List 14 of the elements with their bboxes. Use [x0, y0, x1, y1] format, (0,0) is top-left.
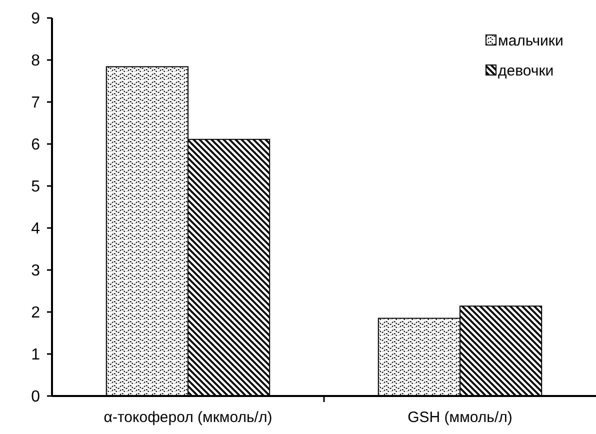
x-tick-label: α-токоферол (мкмоль/л)	[104, 409, 272, 426]
y-tick-label: 0	[31, 388, 40, 406]
y-tick-label: 8	[31, 52, 40, 70]
y-tick-label: 2	[31, 304, 40, 322]
y-tick-label: 5	[31, 178, 40, 196]
y-tick-label: 6	[31, 136, 40, 154]
legend-label: девочки	[498, 62, 554, 80]
y-tick-label: 9	[31, 10, 40, 28]
y-tick-label: 4	[31, 220, 40, 238]
y-tick-label: 3	[31, 262, 40, 280]
legend-label: мальчики	[498, 32, 564, 50]
y-tick-label: 1	[31, 346, 40, 364]
x-tick-label: GSH (ммоль/л)	[408, 409, 512, 426]
y-tick-label: 7	[31, 94, 40, 112]
